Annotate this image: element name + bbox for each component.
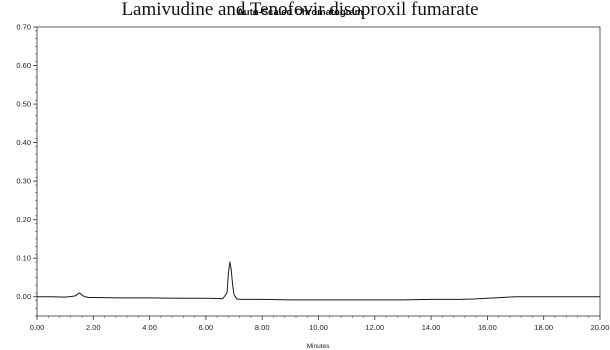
y-tick-label: 0.30	[16, 177, 31, 186]
y-tick-label: 0.20	[16, 215, 31, 224]
chart-title: Auto-Scaled Chromatogram	[237, 7, 363, 18]
x-tick-label: 14.00	[422, 323, 441, 332]
x-tick-label: 8.00	[255, 323, 270, 332]
x-tick-label: 12.00	[365, 323, 384, 332]
y-tick-label: 0.70	[16, 23, 31, 32]
plot-area-frame	[36, 26, 601, 317]
y-tick-label: 0.60	[16, 61, 31, 70]
y-tick-label: 0.10	[16, 254, 31, 263]
x-tick-label: 6.00	[199, 323, 214, 332]
x-tick-label: 10.00	[309, 323, 328, 332]
x-tick-label: 18.00	[534, 323, 553, 332]
page-heading: Lamivudine and Tenofovir disoproxil fuma…	[121, 0, 478, 20]
x-tick-label: 20.00	[591, 323, 610, 332]
y-axis: 0.70 0.60 0.50 0.40 0.30 0.20 0.10 0.00	[16, 23, 37, 317]
x-tick-label: 4.00	[142, 323, 157, 332]
x-tick-label: 2.00	[86, 323, 101, 332]
x-axis-title: Minutes	[307, 343, 331, 350]
y-tick-label: 0.40	[16, 138, 31, 147]
y-tick-label: 0.50	[16, 100, 31, 109]
x-tick-label: 0.00	[30, 323, 45, 332]
chromatogram-trace	[37, 261, 600, 301]
x-tick-label: 16.00	[478, 323, 497, 332]
y-tick-label: 0.00	[16, 292, 31, 301]
x-axis: 0.00 2.00 4.00 6.00 8.00 10.00 12.00 14.00 16.00…	[30, 316, 610, 332]
